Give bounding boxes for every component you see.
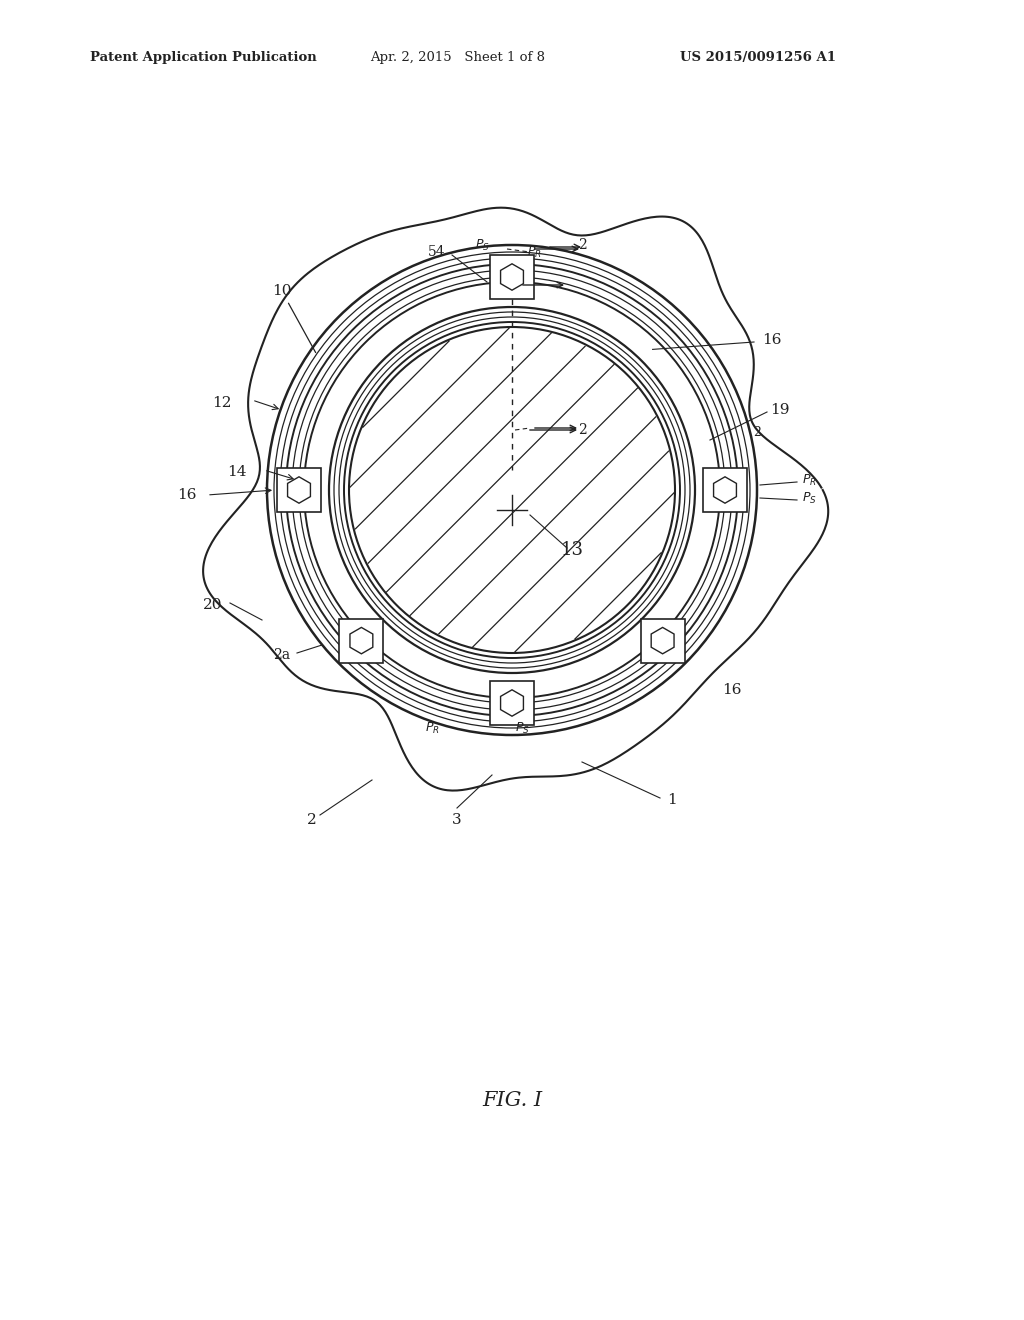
Text: 10: 10 bbox=[272, 284, 315, 352]
Bar bbox=[641, 619, 685, 663]
Text: $P_R$: $P_R$ bbox=[425, 721, 439, 735]
Text: 2: 2 bbox=[307, 813, 316, 828]
Text: $P_S$: $P_S$ bbox=[474, 238, 489, 252]
Text: $P_S$: $P_S$ bbox=[515, 721, 529, 735]
Polygon shape bbox=[350, 627, 373, 653]
Text: 1: 1 bbox=[667, 793, 677, 807]
Text: US 2015/0091256 A1: US 2015/0091256 A1 bbox=[680, 51, 836, 65]
Polygon shape bbox=[501, 690, 523, 717]
Text: 19: 19 bbox=[770, 403, 790, 417]
Text: 14: 14 bbox=[227, 465, 247, 479]
Text: 54: 54 bbox=[428, 246, 445, 259]
Text: 2a: 2a bbox=[273, 648, 291, 663]
Polygon shape bbox=[714, 477, 736, 503]
Bar bbox=[339, 619, 383, 663]
Text: 2: 2 bbox=[753, 425, 761, 438]
Bar bbox=[703, 469, 746, 512]
Text: Apr. 2, 2015   Sheet 1 of 8: Apr. 2, 2015 Sheet 1 of 8 bbox=[370, 51, 545, 65]
Text: 16: 16 bbox=[177, 488, 197, 502]
Text: 16: 16 bbox=[762, 333, 781, 347]
Polygon shape bbox=[651, 627, 674, 653]
Circle shape bbox=[349, 327, 675, 653]
Text: 2: 2 bbox=[578, 238, 587, 252]
Text: 2: 2 bbox=[578, 422, 587, 437]
Text: $P_R$: $P_R$ bbox=[802, 473, 817, 487]
Bar bbox=[490, 255, 534, 300]
Text: 16: 16 bbox=[722, 682, 741, 697]
Text: FIG. I: FIG. I bbox=[482, 1090, 542, 1110]
Bar bbox=[278, 469, 321, 512]
Text: $P_R$: $P_R$ bbox=[526, 244, 542, 260]
Text: $P_S$: $P_S$ bbox=[802, 491, 817, 506]
Polygon shape bbox=[288, 477, 310, 503]
Text: Patent Application Publication: Patent Application Publication bbox=[90, 51, 316, 65]
Polygon shape bbox=[501, 264, 523, 290]
Text: 3: 3 bbox=[453, 813, 462, 828]
Text: 13: 13 bbox=[560, 541, 584, 558]
Text: 20: 20 bbox=[203, 598, 222, 612]
Bar bbox=[490, 681, 534, 725]
Text: 12: 12 bbox=[213, 396, 232, 411]
